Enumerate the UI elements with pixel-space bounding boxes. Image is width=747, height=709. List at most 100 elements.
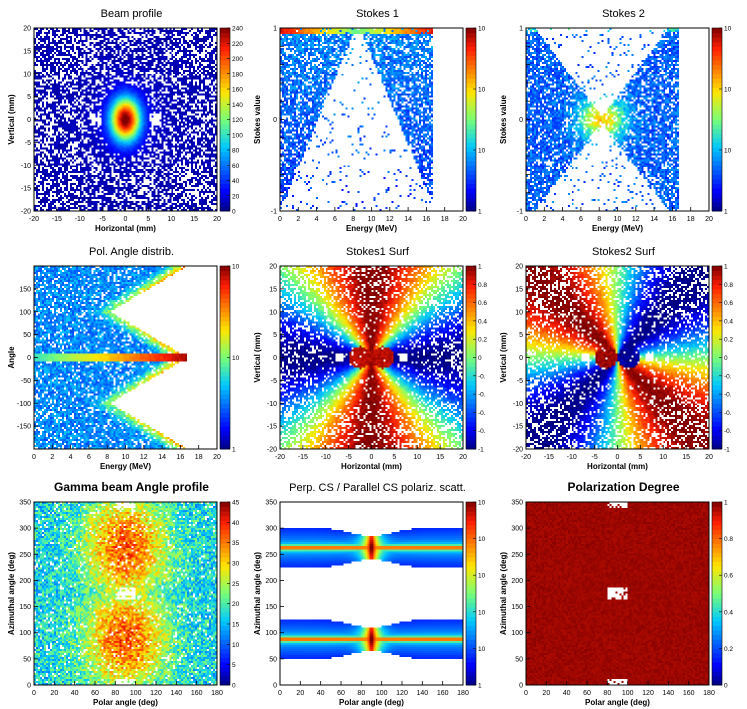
x-axis-label: Polar angle (deg)	[585, 698, 650, 707]
colorbar-swatch	[712, 380, 722, 386]
colorbar-swatch	[466, 330, 476, 336]
x-tick-label: 100	[376, 690, 388, 697]
heatmap-cells	[34, 502, 217, 685]
colorbar-swatch	[712, 110, 722, 116]
colorbar-swatch	[466, 352, 476, 358]
x-tick-label: -10	[321, 454, 331, 461]
colorbar-swatch	[220, 330, 230, 336]
colorbar-swatch	[220, 547, 230, 553]
colorbar-swatch	[220, 284, 230, 290]
colorbar-swatch	[220, 412, 230, 418]
colorbar-swatch	[220, 266, 230, 272]
colorbar-swatch	[220, 293, 230, 299]
colorbar-tick-label: 35	[232, 540, 240, 547]
colorbar-tick-label: -0.	[478, 373, 486, 380]
colorbar-swatch	[466, 648, 476, 654]
colorbar-swatch	[712, 357, 722, 363]
colorbar-swatch	[220, 394, 230, 400]
colorbar-tick-label: 45	[232, 500, 240, 507]
colorbar-swatch	[466, 101, 476, 107]
y-tick-label: 350	[265, 500, 277, 507]
heatmap-cells	[280, 266, 463, 449]
colorbar-swatch	[466, 561, 476, 567]
colorbar-swatch	[220, 403, 230, 409]
colorbar-swatch	[712, 593, 722, 599]
colorbar-tick-label: 0	[232, 683, 236, 690]
colorbar-swatch	[466, 320, 476, 326]
colorbar-swatch	[712, 188, 722, 194]
y-tick-label: 20	[269, 264, 277, 271]
x-tick-label: 14	[404, 216, 412, 223]
y-axis-label: Vertical (mm)	[7, 94, 16, 145]
chart-stokes1-surf: Stokes1 Surf-20 -15 -10 -5 0 5 10 15 20-20-15-10…	[253, 246, 487, 471]
colorbar-swatch	[220, 616, 230, 622]
colorbar-swatch	[220, 32, 230, 38]
x-tick-label: 20	[542, 690, 550, 697]
x-tick-label: 16	[177, 454, 185, 461]
colorbar-tick-label: 40	[232, 520, 240, 527]
y-tick-label: 10	[515, 309, 523, 316]
colorbar-swatch	[466, 156, 476, 162]
colorbar-swatch	[712, 288, 722, 294]
colorbar-swatch	[220, 648, 230, 654]
colorbar-swatch	[712, 298, 722, 304]
x-tick-label: 60	[583, 690, 591, 697]
colorbar-swatch	[712, 32, 722, 38]
y-tick-label: 50	[23, 656, 31, 663]
colorbar-swatch	[466, 146, 476, 153]
colorbar-swatch	[712, 657, 722, 663]
colorbar-swatch	[220, 556, 230, 562]
colorbar-swatch	[466, 529, 476, 535]
y-axis-label: Vertical (mm)	[499, 332, 508, 383]
colorbar-swatch	[220, 439, 230, 445]
colorbar-swatch	[712, 439, 722, 445]
colorbar-swatch	[466, 394, 476, 400]
x-tick-label: 10	[368, 216, 376, 223]
colorbar-swatch	[466, 357, 476, 363]
colorbar-swatch	[220, 520, 230, 526]
colorbar-swatch	[466, 119, 476, 125]
x-axis-label: Horizontal (mm)	[341, 462, 402, 471]
colorbar-swatch	[712, 579, 722, 585]
colorbar-tick-label: 160	[232, 87, 243, 94]
colorbar-swatch	[466, 566, 476, 572]
colorbar-swatch	[466, 69, 476, 75]
colorbar-swatch	[220, 620, 230, 627]
colorbar-swatch	[712, 671, 722, 677]
colorbar-swatch	[466, 188, 476, 194]
colorbar-swatch	[466, 421, 476, 427]
colorbar-swatch	[712, 648, 722, 654]
chart-title: Stokes 2	[602, 8, 645, 20]
colorbar-tick-label: 10	[478, 148, 486, 155]
x-tick-label: 8	[105, 454, 109, 461]
chart-title: Polarization Degree	[567, 480, 679, 494]
x-tick-label: -5	[592, 454, 598, 461]
colorbar-swatch	[466, 174, 476, 180]
colorbar-swatch	[220, 288, 230, 294]
colorbar-swatch	[466, 183, 476, 189]
colorbar-swatch	[220, 371, 230, 377]
x-tick-label: 10	[614, 216, 622, 223]
x-tick-label: 12	[632, 216, 640, 223]
colorbar-swatch	[466, 671, 476, 677]
colorbar-swatch	[466, 588, 476, 594]
colorbar-swatch	[712, 444, 722, 450]
y-tick-label: 100	[19, 630, 31, 637]
colorbar-swatch	[466, 206, 476, 212]
x-tick-label: 20	[459, 216, 467, 223]
colorbar-swatch	[220, 316, 230, 322]
x-tick-label: 20	[213, 216, 221, 223]
heatmap-cells	[280, 28, 463, 211]
colorbar-swatch	[466, 348, 476, 354]
y-tick-label: 150	[19, 604, 31, 611]
colorbar-swatch	[466, 92, 476, 98]
colorbar-swatch	[712, 398, 722, 404]
colorbar-swatch	[220, 575, 230, 581]
y-tick-label: 200	[265, 578, 277, 585]
colorbar-swatch	[712, 55, 722, 61]
colorbar-frame	[219, 501, 231, 686]
colorbar-tick-label: 0	[478, 355, 482, 362]
x-tick-label: 180	[703, 690, 715, 697]
